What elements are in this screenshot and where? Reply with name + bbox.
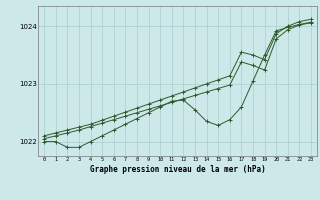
- X-axis label: Graphe pression niveau de la mer (hPa): Graphe pression niveau de la mer (hPa): [90, 165, 266, 174]
